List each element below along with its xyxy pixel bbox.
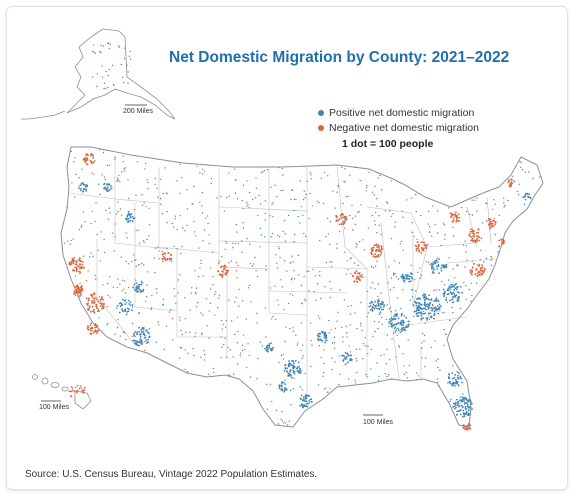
migration-dot-map: 200 Miles 100 Miles 100 Miles: [21, 28, 544, 431]
conus-scale-bar: 100 Miles: [363, 414, 393, 426]
alaska-shape: [66, 28, 176, 120]
legend-positive-label: Positive net domestic migration: [329, 106, 475, 119]
legend-negative-label: Negative net domestic migration: [329, 121, 479, 134]
legend: Positive net domestic migration Negative…: [318, 105, 479, 150]
hawaii-scale-bar: 100 Miles: [39, 400, 69, 411]
blue-dot-icon: [318, 109, 324, 116]
conus-outline: [60, 146, 544, 428]
state-borders: [68, 157, 498, 397]
source-note: Source: U.S. Census Bureau, Vintage 2022…: [25, 469, 318, 480]
hawaii-scale-label: 100 Miles: [39, 404, 69, 411]
map-card: 200 Miles 100 Miles 100 Miles Net Domest…: [6, 6, 568, 490]
legend-positive: Positive net domestic migration: [318, 105, 479, 120]
aleutian-islands: [21, 110, 66, 120]
legend-dot-scale: 1 dot = 100 people: [342, 138, 434, 150]
conus-scale-label: 100 Miles: [363, 419, 393, 426]
alaska-scale-label: 200 Miles: [123, 108, 153, 115]
alaska-scale-bar: 200 Miles: [123, 104, 153, 115]
hawaii-inset: [32, 374, 92, 410]
legend-negative: Negative net domestic migration: [318, 120, 479, 135]
alaska-inset: [21, 28, 176, 120]
positive-migration-dots: [66, 42, 541, 425]
negative-migration-dots: [63, 42, 527, 431]
orange-dot-icon: [318, 124, 324, 131]
map-title: Net Domestic Migration by County: 2021–2…: [169, 49, 510, 66]
